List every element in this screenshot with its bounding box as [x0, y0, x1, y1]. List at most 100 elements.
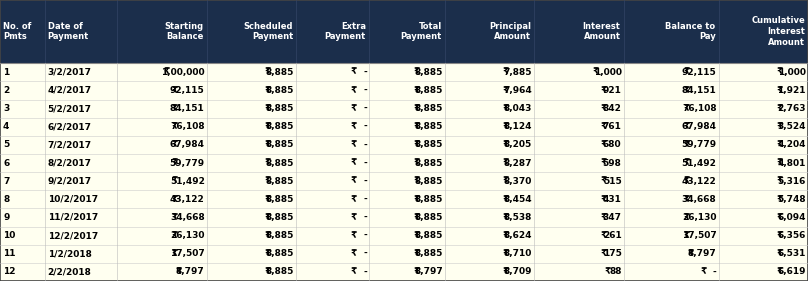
Text: ₹: ₹ [503, 195, 509, 204]
Text: 8/2/2017: 8/2/2017 [48, 158, 91, 167]
Text: ₹: ₹ [776, 140, 783, 149]
Text: ₹: ₹ [351, 177, 357, 186]
Text: 3/2/2017: 3/2/2017 [48, 68, 91, 77]
Text: ₹: ₹ [351, 213, 357, 222]
Text: 921: 921 [603, 86, 621, 95]
Text: 59,779: 59,779 [681, 140, 717, 149]
Text: ₹: ₹ [776, 86, 783, 95]
Text: 4,801: 4,801 [777, 158, 806, 167]
Text: ₹: ₹ [351, 104, 357, 113]
Text: 7,885: 7,885 [503, 68, 532, 77]
Text: ₹: ₹ [265, 86, 271, 95]
Text: 515: 515 [603, 177, 621, 186]
Text: 8,885: 8,885 [266, 68, 294, 77]
Text: ₹: ₹ [171, 231, 178, 240]
Text: Total
Payment: Total Payment [401, 22, 442, 42]
Text: 9/2/2017: 9/2/2017 [48, 177, 92, 186]
Text: Balance to
Pay: Balance to Pay [666, 22, 716, 42]
Text: 34,668: 34,668 [170, 213, 204, 222]
Text: ₹: ₹ [776, 158, 783, 167]
Text: 1,00,000: 1,00,000 [161, 68, 204, 77]
Text: 76,108: 76,108 [170, 122, 204, 131]
Text: ₹: ₹ [776, 68, 783, 77]
Bar [0, 245, 808, 263]
Text: -: - [363, 231, 367, 240]
Text: -: - [363, 104, 367, 113]
Text: ₹: ₹ [600, 195, 607, 204]
Text: 8,797: 8,797 [414, 268, 443, 277]
Text: 6,094: 6,094 [777, 213, 806, 222]
Text: -: - [363, 177, 367, 186]
Text: ₹: ₹ [414, 68, 420, 77]
Text: ₹: ₹ [776, 268, 783, 277]
Text: ₹: ₹ [776, 122, 783, 131]
Text: 2: 2 [3, 86, 9, 95]
Text: ₹: ₹ [776, 231, 783, 240]
Text: 8,885: 8,885 [266, 86, 294, 95]
Text: -: - [363, 68, 367, 77]
Text: 8,885: 8,885 [415, 86, 443, 95]
Text: ₹: ₹ [171, 104, 178, 113]
Text: 8,124: 8,124 [503, 122, 532, 131]
Text: 8,709: 8,709 [503, 268, 532, 277]
Text: 598: 598 [603, 158, 621, 167]
Text: ₹: ₹ [600, 86, 607, 95]
Text: ₹: ₹ [503, 122, 509, 131]
Text: 761: 761 [603, 122, 621, 131]
Text: ₹: ₹ [171, 195, 178, 204]
Text: 8,454: 8,454 [503, 195, 532, 204]
Bar [0, 209, 808, 226]
Text: ₹: ₹ [776, 177, 783, 186]
Text: 12: 12 [3, 268, 15, 277]
Text: 8,885: 8,885 [415, 249, 443, 258]
Bar [0, 263, 808, 281]
Text: ₹: ₹ [171, 177, 178, 186]
Text: ₹: ₹ [776, 104, 783, 113]
Text: ₹: ₹ [265, 268, 271, 277]
Text: 8,885: 8,885 [415, 195, 443, 204]
Text: 51,492: 51,492 [682, 158, 717, 167]
Text: 8,885: 8,885 [266, 177, 294, 186]
Text: 8,797: 8,797 [688, 249, 717, 258]
Text: ₹: ₹ [684, 122, 689, 131]
Text: ₹: ₹ [265, 68, 271, 77]
Text: ₹: ₹ [776, 249, 783, 258]
Text: -: - [363, 249, 367, 258]
Bar [0, 136, 808, 154]
Text: 5: 5 [3, 140, 9, 149]
Text: ₹: ₹ [503, 268, 509, 277]
Text: Principal
Amount: Principal Amount [489, 22, 531, 42]
Text: ₹: ₹ [171, 140, 178, 149]
Text: ₹: ₹ [414, 140, 420, 149]
Text: Extra
Payment: Extra Payment [325, 22, 366, 42]
Text: ₹: ₹ [171, 213, 178, 222]
Text: 8,538: 8,538 [504, 213, 532, 222]
Text: ₹: ₹ [684, 68, 689, 77]
Text: ₹: ₹ [414, 213, 420, 222]
Text: 8,287: 8,287 [503, 158, 532, 167]
Text: 175: 175 [603, 249, 621, 258]
Text: ₹: ₹ [688, 249, 693, 258]
Text: 12/2/2017: 12/2/2017 [48, 231, 98, 240]
Text: 6,531: 6,531 [777, 249, 806, 258]
Text: 1,000: 1,000 [594, 68, 621, 77]
Text: ₹: ₹ [503, 158, 509, 167]
Text: ₹: ₹ [776, 213, 783, 222]
Text: 17,507: 17,507 [682, 231, 717, 240]
Bar [0, 0, 808, 63]
Bar [0, 63, 808, 81]
Text: 431: 431 [603, 195, 621, 204]
Text: 2,763: 2,763 [777, 104, 806, 113]
Text: ₹: ₹ [351, 86, 357, 95]
Text: 26,130: 26,130 [682, 213, 717, 222]
Text: ₹: ₹ [503, 68, 509, 77]
Text: ₹: ₹ [351, 195, 357, 204]
Text: ₹: ₹ [414, 122, 420, 131]
Text: ₹: ₹ [265, 213, 271, 222]
Bar [0, 99, 808, 118]
Text: Cumulative
Interest
Amount: Cumulative Interest Amount [751, 16, 805, 47]
Text: 88: 88 [609, 268, 621, 277]
Text: 34,668: 34,668 [682, 195, 717, 204]
Text: 67,984: 67,984 [170, 140, 204, 149]
Text: 8,885: 8,885 [415, 177, 443, 186]
